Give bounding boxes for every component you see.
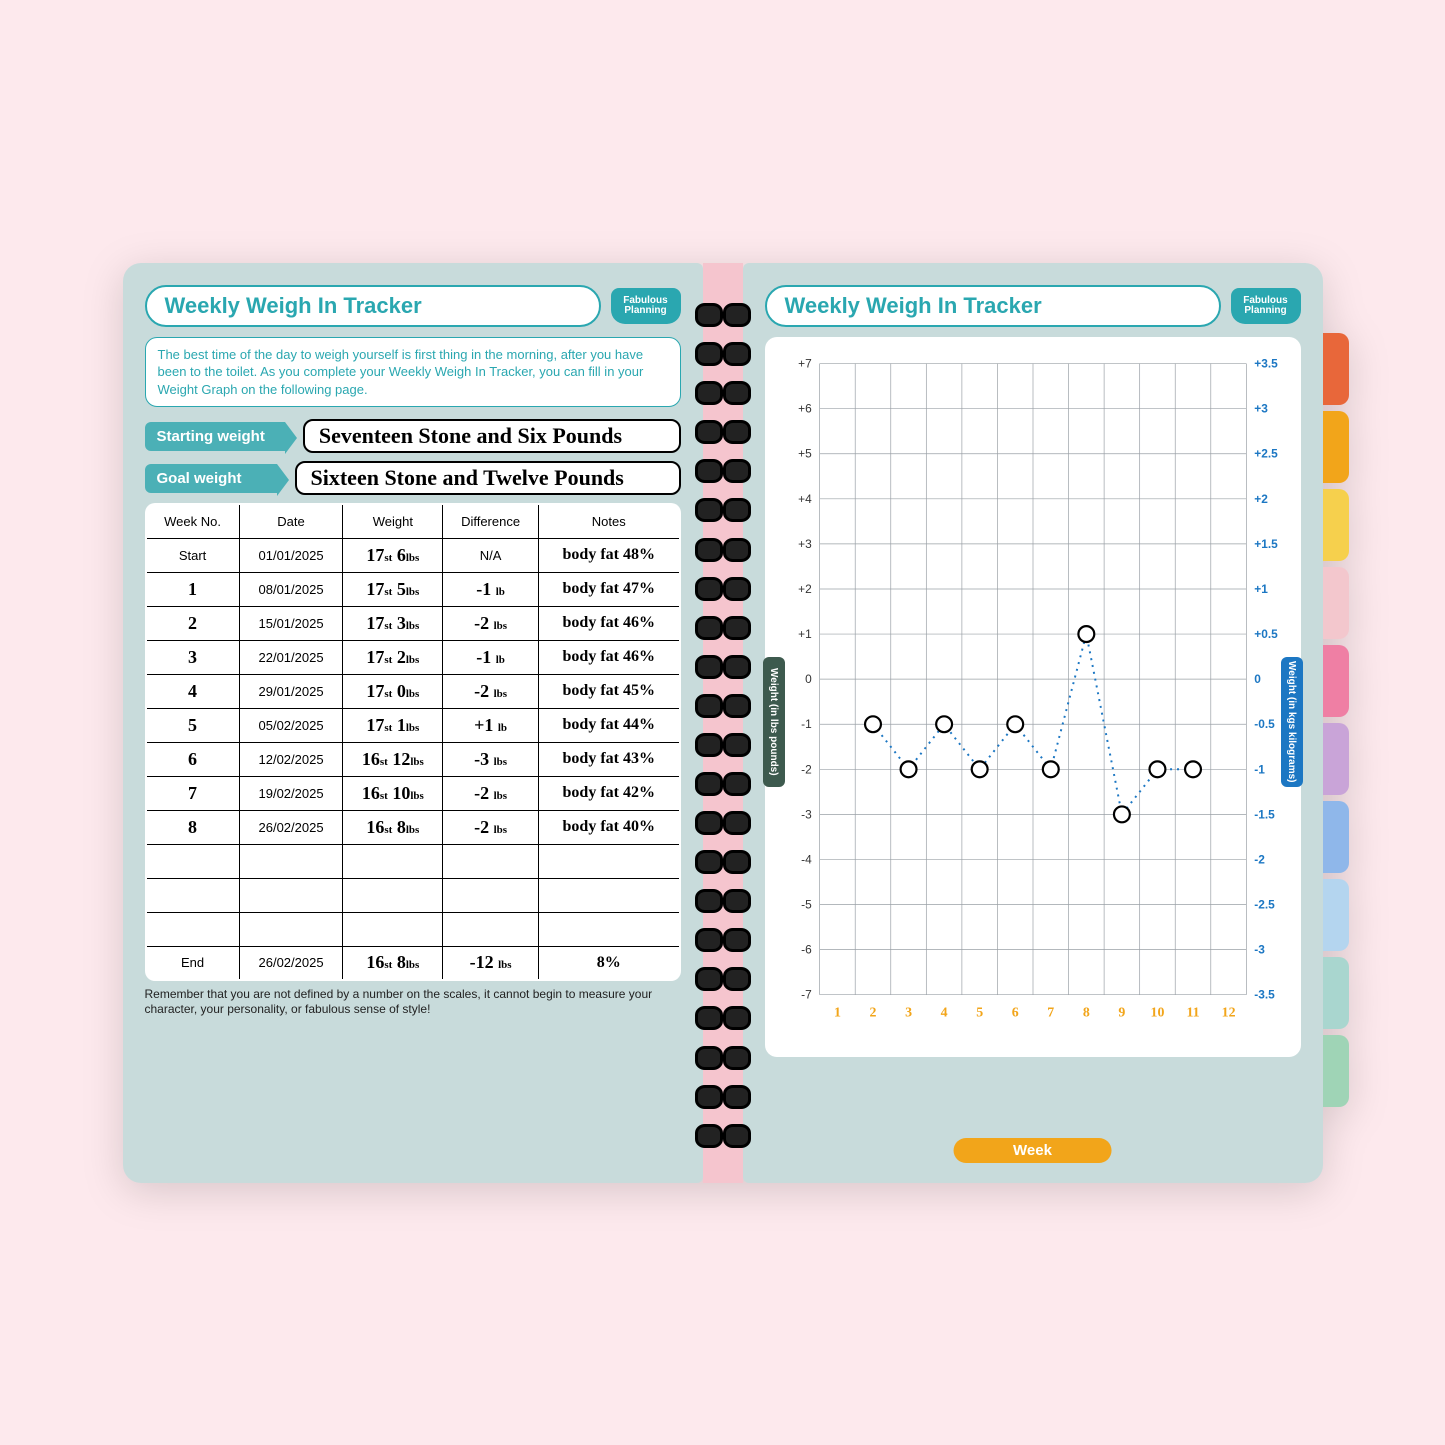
x-axis-label: Week	[953, 1138, 1112, 1163]
goal-weight-value: Sixteen Stone and Twelve Pounds	[295, 461, 681, 495]
svg-text:-2.5: -2.5	[1254, 897, 1275, 911]
brand-logo: Fabulous Planning	[611, 288, 681, 324]
goal-weight-label: Goal weight	[145, 464, 277, 493]
svg-text:+1: +1	[798, 627, 812, 641]
svg-text:-3: -3	[801, 807, 812, 821]
table-row: 3 22/01/2025 17st 2lbs -1 lb body fat 46…	[146, 640, 680, 674]
section-tab[interactable]	[1309, 957, 1349, 1029]
svg-text:12: 12	[1221, 1005, 1235, 1020]
svg-text:0: 0	[805, 672, 812, 686]
svg-text:+2: +2	[798, 581, 812, 595]
table-row	[146, 844, 680, 878]
svg-text:+3: +3	[798, 536, 812, 550]
svg-text:7: 7	[1047, 1005, 1054, 1020]
tracker-table: Week No.DateWeightDifferenceNotes Start …	[145, 503, 681, 981]
table-row: 2 15/01/2025 17st 3lbs -2 lbs body fat 4…	[146, 606, 680, 640]
table-header: Weight	[343, 504, 443, 538]
section-tab[interactable]	[1309, 801, 1349, 873]
svg-text:+6: +6	[798, 401, 812, 415]
svg-text:-3: -3	[1254, 942, 1265, 956]
svg-text:+0.5: +0.5	[1254, 627, 1278, 641]
table-header: Difference	[443, 504, 539, 538]
svg-text:8: 8	[1082, 1005, 1089, 1020]
svg-text:+1.5: +1.5	[1254, 536, 1278, 550]
table-row: 4 29/01/2025 17st 0lbs -2 lbs body fat 4…	[146, 674, 680, 708]
table-row: 5 05/02/2025 17st 1lbs +1 lb body fat 44…	[146, 708, 680, 742]
svg-text:+3.5: +3.5	[1254, 356, 1278, 370]
left-page: Weekly Weigh In Tracker Fabulous Plannin…	[123, 263, 703, 1183]
svg-text:0: 0	[1254, 672, 1261, 686]
starting-weight-label: Starting weight	[145, 422, 285, 451]
table-row: 1 08/01/2025 17st 5lbs -1 lb body fat 47…	[146, 572, 680, 606]
svg-text:+1: +1	[1254, 581, 1268, 595]
svg-text:+5: +5	[798, 446, 812, 460]
spiral-binding	[703, 263, 743, 1183]
svg-text:-4: -4	[801, 852, 812, 866]
section-tab[interactable]	[1309, 567, 1349, 639]
svg-text:-1: -1	[1254, 762, 1265, 776]
svg-text:+3: +3	[1254, 401, 1268, 415]
svg-text:+2: +2	[1254, 491, 1268, 505]
section-tab[interactable]	[1309, 879, 1349, 951]
starting-weight-value: Seventeen Stone and Six Pounds	[303, 419, 681, 453]
section-tab[interactable]	[1309, 645, 1349, 717]
brand-logo-right: Fabulous Planning	[1231, 288, 1301, 324]
section-tab[interactable]	[1309, 1035, 1349, 1107]
svg-text:5: 5	[976, 1005, 983, 1020]
section-tab[interactable]	[1309, 723, 1349, 795]
svg-text:-0.5: -0.5	[1254, 717, 1275, 731]
section-tab[interactable]	[1309, 489, 1349, 561]
table-row: 6 12/02/2025 16st 12lbs -3 lbs body fat …	[146, 742, 680, 776]
table-row: Start 01/01/2025 17st 6lbs N/A body fat …	[146, 538, 680, 572]
table-row	[146, 878, 680, 912]
table-row: 8 26/02/2025 16st 8lbs -2 lbs body fat 4…	[146, 810, 680, 844]
svg-text:-2: -2	[1254, 852, 1265, 866]
table-header: Notes	[538, 504, 679, 538]
planner-spread: Weekly Weigh In Tracker Fabulous Plannin…	[123, 263, 1323, 1183]
svg-text:1: 1	[833, 1005, 840, 1020]
section-tab[interactable]	[1309, 333, 1349, 405]
right-page: Weekly Weigh In Tracker Fabulous Plannin…	[743, 263, 1323, 1183]
y-axis-left-label: Weight (in lbs pounds)	[763, 657, 785, 787]
svg-text:11: 11	[1186, 1005, 1199, 1020]
table-header: Date	[239, 504, 343, 538]
weight-chart: Weight (in lbs pounds) Weight (in kgs ki…	[765, 337, 1301, 1057]
intro-text: The best time of the day to weigh yourse…	[145, 337, 681, 408]
svg-text:-6: -6	[801, 942, 812, 956]
svg-text:3: 3	[905, 1005, 912, 1020]
svg-text:2: 2	[869, 1005, 876, 1020]
svg-text:-1: -1	[801, 717, 812, 731]
svg-text:-5: -5	[801, 897, 812, 911]
table-row: End 26/02/2025 16st 8lbs -12 lbs 8%	[146, 946, 680, 980]
svg-text:10: 10	[1150, 1005, 1164, 1020]
svg-text:+4: +4	[798, 491, 812, 505]
table-row	[146, 912, 680, 946]
svg-text:+2.5: +2.5	[1254, 446, 1278, 460]
svg-text:-1.5: -1.5	[1254, 807, 1275, 821]
svg-text:-7: -7	[801, 987, 812, 1001]
section-tab[interactable]	[1309, 411, 1349, 483]
svg-text:6: 6	[1011, 1005, 1018, 1020]
footnote-text: Remember that you are not defined by a n…	[145, 987, 681, 1017]
page-title-left: Weekly Weigh In Tracker	[145, 285, 601, 327]
svg-text:-3.5: -3.5	[1254, 987, 1275, 1001]
svg-text:9: 9	[1118, 1005, 1125, 1020]
svg-text:+7: +7	[798, 356, 812, 370]
table-row: 7 19/02/2025 16st 10lbs -2 lbs body fat …	[146, 776, 680, 810]
svg-text:-2: -2	[801, 762, 812, 776]
page-title-right: Weekly Weigh In Tracker	[765, 285, 1221, 327]
table-header: Week No.	[146, 504, 240, 538]
y-axis-right-label: Weight (in kgs kilograms)	[1281, 657, 1303, 787]
section-tabs	[1309, 333, 1349, 1107]
svg-text:4: 4	[940, 1005, 947, 1020]
